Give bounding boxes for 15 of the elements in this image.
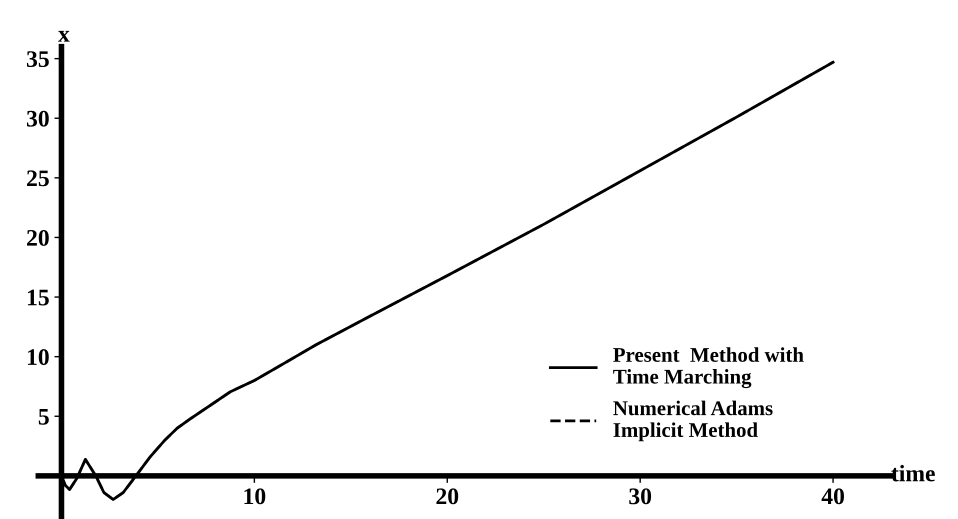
y-tick-label: 30: [26, 110, 49, 127]
y-tick-label: 25: [27, 170, 49, 186]
x-tick-label: 10: [244, 488, 266, 504]
y-tick-label: 20: [27, 230, 49, 246]
x-tick-label: 30: [629, 488, 652, 504]
y-axis-title: x: [58, 30, 70, 42]
legend-label: Numerical Adams Implicit Method: [613, 400, 773, 442]
legend-label: Present Method with Time Marching: [613, 347, 804, 388]
y-tick-label: 10: [28, 349, 49, 366]
x-tick-label: 40: [822, 488, 844, 504]
y-tick-label: 15: [28, 290, 49, 306]
y-tick-label: 5: [38, 408, 49, 425]
x-tick-label: 20: [436, 488, 458, 504]
x-axis-title: time: [891, 464, 935, 482]
y-tick-label: 35: [26, 51, 49, 68]
